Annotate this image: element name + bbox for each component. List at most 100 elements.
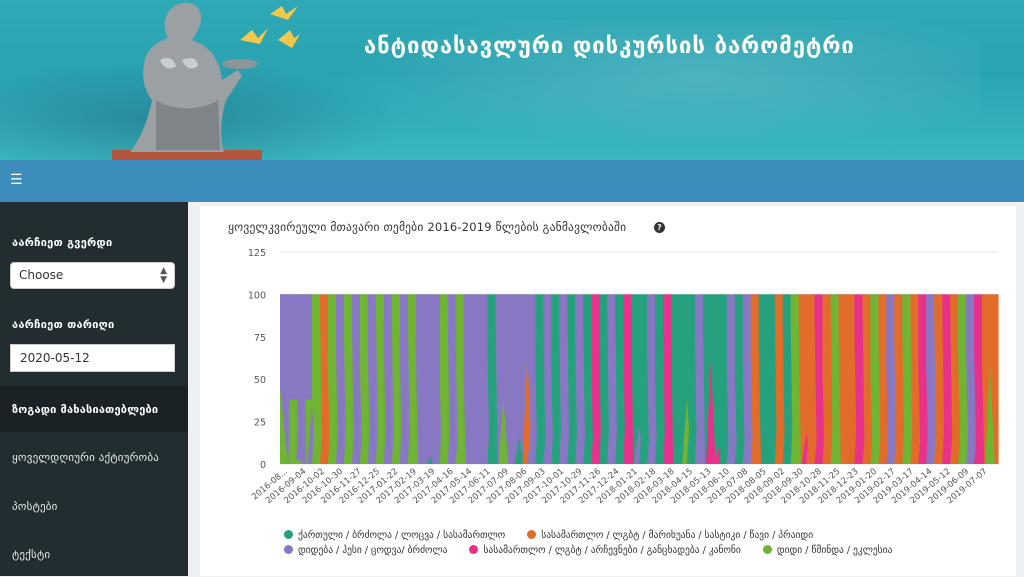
date-input[interactable]: 2020-05-12 bbox=[10, 344, 175, 372]
menu-item-daily-activity[interactable]: ყოველდღიური აქტიურობა bbox=[12, 451, 160, 464]
area-band bbox=[463, 294, 473, 464]
area-band bbox=[383, 294, 393, 464]
area-band bbox=[782, 294, 792, 464]
menu-item-posts[interactable]: პოსტები bbox=[12, 500, 58, 513]
y-tick-label: 0 bbox=[260, 460, 266, 471]
date-label: აარჩიეთ თარიღი bbox=[12, 318, 115, 331]
area-band bbox=[487, 294, 496, 464]
area-spike bbox=[966, 350, 977, 464]
area-band bbox=[399, 294, 409, 464]
chart-title: ყოველკვირეული მთავარი თემები 2016-2019 წ… bbox=[228, 220, 627, 234]
area-band bbox=[990, 294, 999, 464]
top-navbar bbox=[0, 160, 1024, 202]
legend-item[interactable]: სასამართლო / ლგბტ / არჩევნები / განცხადე… bbox=[469, 545, 741, 556]
menu-item-text[interactable]: ტექსტი bbox=[12, 548, 51, 561]
area-band bbox=[718, 294, 728, 464]
area-band bbox=[519, 294, 528, 464]
legend-item[interactable]: ქართული / ბრძოლა / ლოცვა / სასამართლო bbox=[284, 530, 505, 541]
area-band bbox=[774, 294, 784, 464]
area-band bbox=[750, 294, 760, 464]
area-spike bbox=[311, 301, 323, 464]
area-spike bbox=[391, 351, 403, 464]
area-spike bbox=[335, 329, 347, 464]
hamburger-icon[interactable]: ☰ bbox=[10, 172, 23, 188]
area-band bbox=[455, 294, 465, 464]
area-spike bbox=[934, 296, 945, 464]
site-title: ანტიდასავლური დისკურსის ბარომეტრი bbox=[364, 34, 855, 59]
area-spike bbox=[694, 316, 706, 464]
area-band bbox=[527, 294, 536, 464]
area-spike bbox=[522, 354, 533, 464]
area-band bbox=[535, 294, 544, 464]
area-band bbox=[702, 294, 712, 464]
menu-item-general[interactable]: ზოგადი მახასიათებლები bbox=[0, 386, 188, 432]
area-band bbox=[678, 294, 688, 464]
area-band bbox=[567, 294, 576, 464]
area-spike bbox=[527, 372, 538, 464]
area-spike bbox=[591, 349, 602, 464]
area-spike bbox=[790, 312, 801, 464]
area-band bbox=[726, 294, 736, 464]
y-tick-label: 25 bbox=[254, 418, 266, 429]
area-band bbox=[814, 294, 824, 464]
area-band bbox=[343, 294, 353, 464]
area-band bbox=[335, 294, 345, 464]
header-banner: ანტიდასავლური დისკურსის ბარომეტრი bbox=[0, 0, 1024, 160]
area-spike bbox=[367, 300, 379, 464]
area-spike bbox=[862, 378, 873, 464]
area-spike bbox=[726, 372, 738, 464]
sky-highlight bbox=[280, 20, 980, 160]
area-band bbox=[942, 294, 951, 464]
area-band bbox=[327, 294, 337, 464]
legend-label: დიდი / წმინდა / ეკლესია bbox=[776, 545, 893, 556]
area-spike bbox=[583, 358, 594, 464]
area-spike bbox=[599, 305, 610, 464]
legend-item[interactable]: დიდება / ჰესი / ცოდვა/ ბრძოლა bbox=[284, 545, 447, 556]
area-band bbox=[479, 294, 489, 464]
select-arrows-icon: ▲ ▼ bbox=[160, 266, 167, 285]
legend-dot-icon bbox=[284, 545, 293, 554]
area-band bbox=[359, 294, 369, 464]
area-spike bbox=[646, 375, 658, 464]
page-select[interactable]: Choose ▲ ▼ bbox=[10, 262, 175, 289]
area-spike bbox=[455, 375, 466, 464]
area-band bbox=[654, 294, 664, 464]
area-band bbox=[798, 294, 808, 464]
area-band bbox=[351, 294, 361, 464]
area-spike bbox=[985, 365, 995, 464]
area-spike bbox=[902, 305, 913, 464]
area-spike bbox=[375, 336, 387, 464]
area-spike bbox=[926, 316, 937, 464]
area-band bbox=[471, 294, 481, 464]
legend-item[interactable]: დიდი / წმინდა / ეკლესია bbox=[762, 545, 893, 556]
area-spike bbox=[846, 331, 857, 464]
area-spike bbox=[822, 294, 833, 464]
area-spike bbox=[766, 296, 778, 464]
legend-row: ქართული / ბრძოლა / ლოცვა / სასამართლო სას… bbox=[284, 530, 1004, 545]
area-band bbox=[910, 294, 919, 464]
area-band bbox=[495, 294, 504, 464]
area-spike bbox=[514, 437, 525, 464]
area-spike bbox=[870, 333, 881, 464]
area-band bbox=[639, 294, 648, 464]
area-band bbox=[559, 294, 568, 464]
legend-dot-icon bbox=[762, 545, 772, 554]
area-spike bbox=[498, 398, 509, 464]
statue-logo-image bbox=[112, 2, 300, 160]
area-spike bbox=[487, 318, 498, 464]
area-band bbox=[958, 294, 967, 464]
area-spike bbox=[559, 314, 570, 464]
area-band bbox=[926, 294, 935, 464]
area-spike bbox=[734, 367, 746, 464]
area-spike bbox=[535, 314, 546, 464]
legend-item[interactable]: სასამართლო / ლგბტ / მარიხუანა / სასტიკი … bbox=[527, 530, 813, 541]
help-icon[interactable]: ? bbox=[654, 222, 665, 233]
area-band bbox=[790, 294, 800, 464]
area-spike bbox=[718, 376, 730, 464]
area-band bbox=[694, 294, 704, 464]
area-band bbox=[686, 294, 696, 464]
area-band bbox=[670, 294, 680, 464]
area-spike bbox=[894, 334, 905, 464]
area-band bbox=[862, 294, 871, 464]
area-spike bbox=[319, 368, 331, 464]
